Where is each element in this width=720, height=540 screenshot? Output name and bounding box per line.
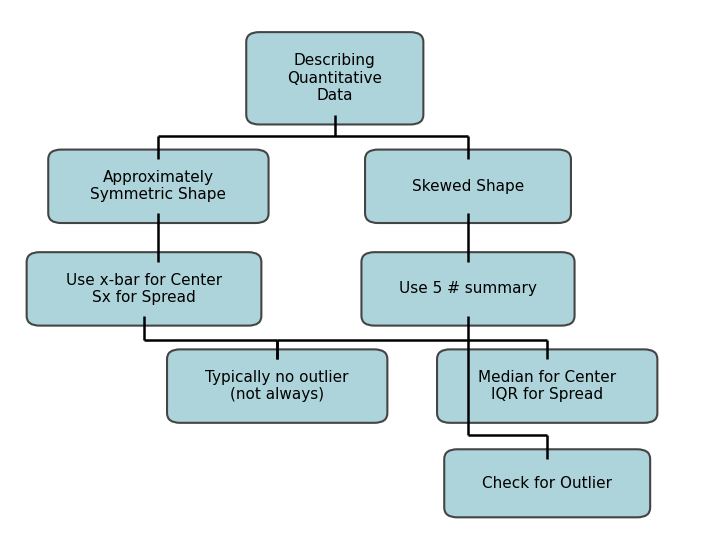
Text: Approximately
Symmetric Shape: Approximately Symmetric Shape bbox=[91, 170, 226, 202]
Text: Skewed Shape: Skewed Shape bbox=[412, 179, 524, 194]
Text: Median for Center
IQR for Spread: Median for Center IQR for Spread bbox=[478, 370, 616, 402]
FancyBboxPatch shape bbox=[167, 349, 387, 423]
Text: Use 5 # summary: Use 5 # summary bbox=[399, 281, 537, 296]
FancyBboxPatch shape bbox=[444, 449, 650, 517]
Text: Describing
Quantitative
Data: Describing Quantitative Data bbox=[287, 53, 382, 103]
FancyBboxPatch shape bbox=[365, 150, 571, 223]
Text: Typically no outlier
(not always): Typically no outlier (not always) bbox=[205, 370, 349, 402]
FancyBboxPatch shape bbox=[246, 32, 423, 125]
Text: Use x-bar for Center
Sx for Spread: Use x-bar for Center Sx for Spread bbox=[66, 273, 222, 305]
FancyBboxPatch shape bbox=[48, 150, 269, 223]
FancyBboxPatch shape bbox=[361, 252, 575, 326]
FancyBboxPatch shape bbox=[27, 252, 261, 326]
FancyBboxPatch shape bbox=[437, 349, 657, 423]
Text: Check for Outlier: Check for Outlier bbox=[482, 476, 612, 491]
